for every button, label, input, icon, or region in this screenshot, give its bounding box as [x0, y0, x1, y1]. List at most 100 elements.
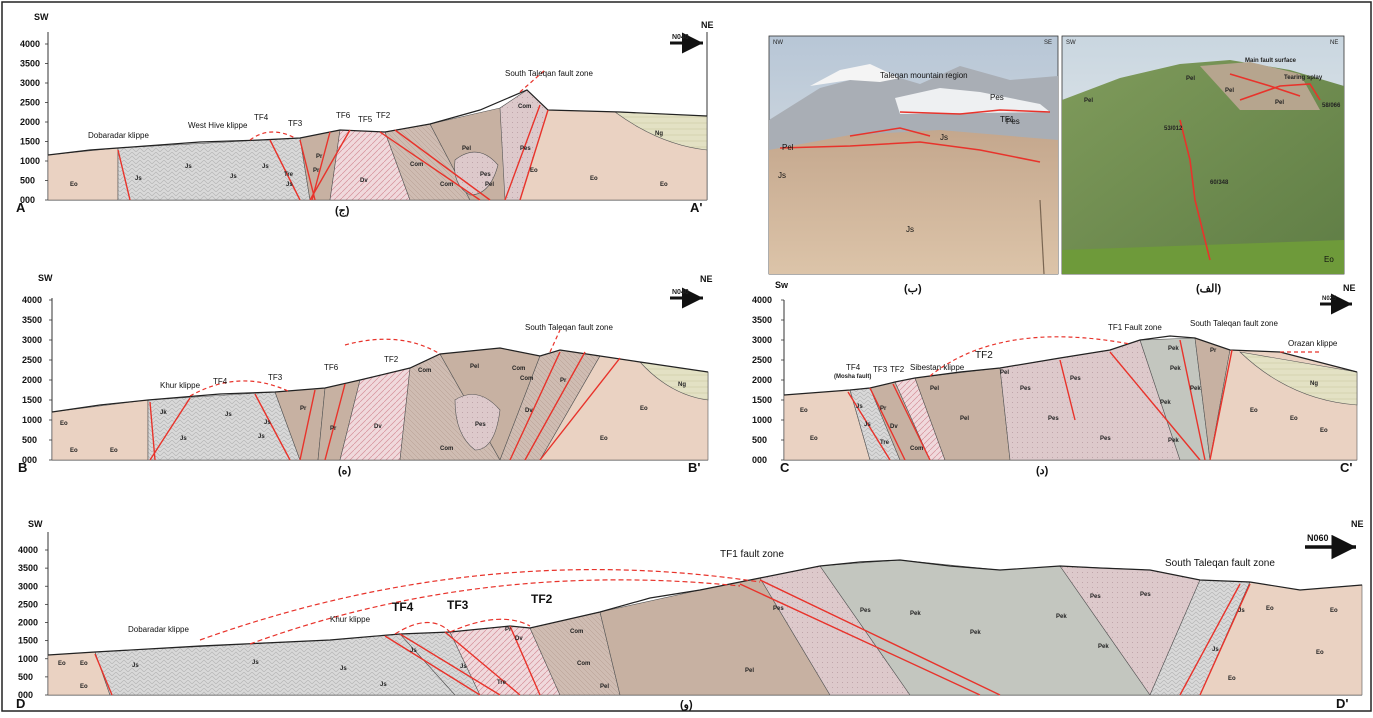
- section-d: SW NE N060 4000 3500 3000 2500 2000 1500 1000 5…: [16, 519, 1364, 711]
- d-sw-label: SW: [28, 519, 43, 529]
- c-faults: [847, 339, 1233, 461]
- unit-label-js: Js: [940, 133, 948, 142]
- d-tick-label: 2500: [18, 599, 38, 609]
- unit-label-ng: Ng: [1310, 381, 1318, 387]
- photo-alef-grass: [1062, 240, 1344, 274]
- unit-label-pes: Pes: [1090, 594, 1101, 600]
- unit-label-pr: Pr: [313, 168, 320, 174]
- c-fault-projections: [929, 336, 1320, 377]
- unit-label-pes: Pes: [860, 608, 871, 614]
- d-topography: [47, 559, 1363, 656]
- unit-label-pr: Pr: [300, 406, 307, 412]
- d-label-dobaradar: Dobaradar klippe: [128, 625, 189, 634]
- b-y-axis: 4000 3500 3000 2500 2000 1500 1000 500 000: [22, 295, 52, 465]
- unit-label-eo: Eo: [80, 684, 88, 690]
- a-sw-label: SW: [34, 12, 49, 22]
- c-right-end: C': [1340, 460, 1352, 475]
- b-tick-label: 3000: [22, 335, 42, 345]
- unit-label-eo: Eo: [640, 406, 648, 412]
- photo-alef-tearing: Tearing splay: [1284, 75, 1323, 81]
- unit-label-com: Com: [520, 376, 533, 382]
- unit-label-com: Com: [440, 182, 453, 188]
- unit-label-eo: Eo: [1330, 608, 1338, 614]
- unit-label-dv: Dv: [360, 178, 368, 184]
- unit-label-js: Js: [778, 171, 786, 180]
- photo-b-tf1: TF1: [1000, 115, 1015, 124]
- unit-label-eo: Eo: [70, 448, 78, 454]
- photo-b-snow-ridge: [895, 88, 1050, 114]
- photo-alef: SW NE Main fault surface Tearing splay P…: [1061, 35, 1345, 295]
- a-y-axis: 4000 3500 3000 2500 2000 1500 1000 500 000: [20, 39, 48, 205]
- a-tick-label: 1000: [20, 156, 40, 166]
- unit-label-pek: Pek: [1160, 400, 1171, 406]
- c-tick-label: 000: [752, 455, 767, 465]
- unit-label-pr: Pr: [505, 627, 512, 633]
- unit-label-pek: Pek: [910, 611, 921, 617]
- unit-label-js: Js: [340, 666, 347, 672]
- b-label-tf4: TF4: [213, 377, 228, 386]
- c-ne-label: NE: [1343, 283, 1356, 293]
- b-label-tf2: TF2: [384, 355, 399, 364]
- unit-label-com: Com: [512, 366, 525, 372]
- c-label-tf2b: TF2: [975, 350, 993, 361]
- d-faults: [94, 579, 1251, 696]
- b-caption: (ه): [338, 465, 351, 477]
- unit-label-js: Js: [286, 182, 293, 188]
- unit-label-eo: Eo: [1250, 408, 1258, 414]
- c-caption: (د): [1036, 465, 1049, 477]
- c-label-tf3: TF3: [873, 365, 888, 374]
- section-c: Sw NE N025 4000 3500 3000 2500 2000 1500 1000 5…: [752, 280, 1358, 477]
- c-left-end: C: [780, 460, 790, 475]
- d-label-stfz: South Taleqan fault zone: [1165, 558, 1275, 569]
- unit-label-js: Js: [264, 420, 271, 426]
- a-right-end: A': [690, 200, 702, 215]
- c-azimuth: N025: [1322, 296, 1337, 302]
- unit-label-pel: Pel: [1186, 76, 1195, 82]
- c-label-sibestan: Sibestan klippe: [910, 363, 965, 372]
- unit-label-com: Com: [440, 446, 453, 452]
- unit-label-pes: Pes: [475, 422, 486, 428]
- unit-label-js: Js: [380, 682, 387, 688]
- d-ne-label: NE: [1351, 519, 1364, 529]
- a-label-tf4: TF4: [254, 113, 269, 122]
- unit-label-com: Com: [518, 104, 531, 110]
- d-tick-label: 000: [18, 690, 33, 700]
- unit-label-eo: Eo: [1320, 428, 1328, 434]
- unit-label-jk: Jk: [160, 410, 167, 416]
- d-caption: (و): [680, 699, 693, 711]
- b-tick-label: 000: [22, 455, 37, 465]
- unit-label-pes: Pes: [1048, 416, 1059, 422]
- photo-alef-unit-labels: Pel Pel Pel Pel 53/012 58/066 60/348: [1084, 76, 1341, 186]
- unit-label-pr: Pr: [330, 426, 337, 432]
- unit-label-tre: Tre: [497, 680, 507, 686]
- b-tick-label: 2000: [22, 375, 42, 385]
- a-tick-label: 500: [20, 176, 35, 186]
- unit-label-js: Js: [230, 174, 237, 180]
- b-label-tf6: TF6: [324, 363, 339, 372]
- unit-label-pel: Pel: [782, 143, 794, 152]
- b-unit-labels: Eo Eo Eo Jk Js Js Js Js Pr Pr Dv Com Com Pel Pes Com Com…: [60, 364, 686, 454]
- c-tick-label: 3500: [752, 315, 772, 325]
- d-tick-label: 1500: [18, 636, 38, 646]
- unit-label-com: Com: [418, 368, 431, 374]
- c-y-axis: 4000 3500 3000 2500 2000 1500 1000 500 000: [752, 295, 784, 465]
- unit-label-eo: Eo: [1266, 606, 1274, 612]
- photo-alef-faults: [1179, 73, 1321, 261]
- unit-label-js: Js: [262, 164, 269, 170]
- b-topography: [51, 347, 709, 413]
- unit-label-pr: Pr: [316, 154, 323, 160]
- unit-label-com: Com: [910, 446, 923, 452]
- photo-b-ground: [769, 130, 1058, 274]
- unit-label-js: Js: [225, 412, 232, 418]
- a-ne-label: NE: [701, 20, 714, 30]
- c-tick-label: 3000: [752, 335, 772, 345]
- b-unit-eo: [51, 399, 149, 461]
- unit-label-js: Js: [1238, 608, 1245, 614]
- c-tick-label: 500: [752, 435, 767, 445]
- unit-label-com: Com: [410, 162, 423, 168]
- unit-label-pel: Pel: [1000, 370, 1009, 376]
- photo-b-title: Taleqan mountain region: [880, 71, 968, 80]
- photo-alef-caption: (الف): [1196, 283, 1221, 295]
- unit-label-pes: Pes: [520, 146, 531, 152]
- unit-label-eo: Eo: [1316, 650, 1324, 656]
